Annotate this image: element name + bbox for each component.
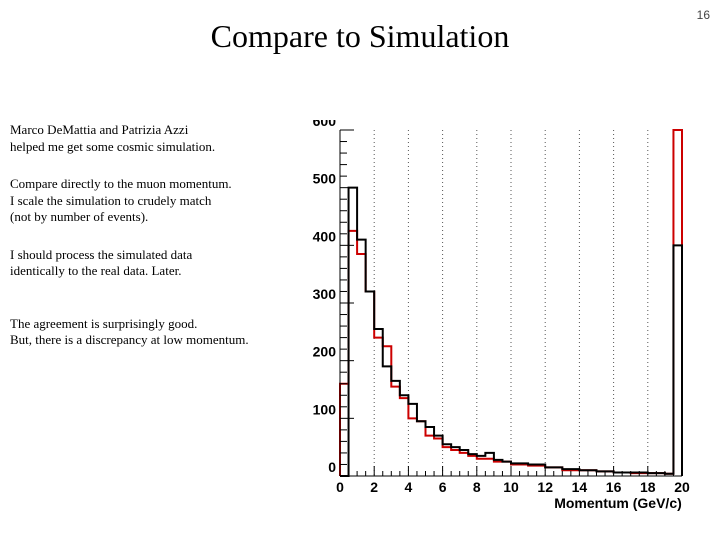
histogram-bin [391,381,400,476]
notes-panel: Marco DeMattia and Patrizia Azzi helped … [10,122,310,370]
x-axis-title: Momentum (GeV/c) [554,495,682,511]
histogram-bin [426,427,435,476]
y-tick-label-200: 200 [313,344,337,360]
y-tick-label-100: 100 [313,401,337,417]
histogram-bin [366,291,375,476]
y-tick-label-300: 300 [313,286,337,302]
x-tick-label-2: 2 [370,479,378,495]
histogram-bin [485,453,494,476]
histogram-bin [494,460,503,476]
x-tick-label-10: 10 [503,479,519,495]
axes: 0 100 200 300 400 500 600 0 2 4 6 8 10 12 14 16 18 20 [313,120,690,495]
histogram-bin [451,447,460,476]
slide-title: Compare to Simulation [210,18,510,54]
histogram-bin [477,456,486,476]
histogram-bin [408,404,417,476]
y-tick-label-500: 500 [313,171,337,187]
histogram-bin [443,444,452,476]
x-tick-label-16: 16 [606,479,622,495]
histogram-bin [400,395,409,476]
histogram-bin [357,240,366,476]
x-tick-label-8: 8 [473,479,481,495]
x-tick-label-14: 14 [572,479,588,495]
histogram-bin [383,366,392,476]
note-process-data: I should process the simulated data iden… [10,246,193,279]
x-tick-label-12: 12 [537,479,553,495]
x-tick-label-6: 6 [439,479,447,495]
histogram-bin [468,454,477,476]
histogram-series-0 [340,186,683,477]
y-tick-label-400: 400 [313,228,337,244]
histogram-bin [460,450,469,476]
y-tick-label-0: 0 [328,459,336,475]
x-tick-label-4: 4 [405,479,413,495]
histogram-bin [349,188,358,476]
histogram-bin [374,329,383,476]
x-tick-label-0: 0 [336,479,344,495]
series-step-line-0 [340,186,683,477]
histogram-bin [673,245,682,476]
momentum-histogram: 0 100 200 300 400 500 600 0 2 4 6 8 10 12 14 16 18 20 Mom… [313,120,690,511]
histogram-bin [502,462,511,476]
x-tick-label-20: 20 [674,479,690,495]
page-number: 16 [696,8,710,22]
histogram-bin [417,421,426,476]
note-compare-momentum: Compare directly to the muon momentum. I… [10,176,232,224]
note-simulation-credit: Marco DeMattia and Patrizia Azzi helped … [10,122,216,154]
y-tick-label-600: 600 [313,120,337,129]
note-agreement: The agreement is surprisingly good. But,… [10,315,249,348]
x-tick-label-18: 18 [640,479,656,495]
histogram-bin [434,436,443,476]
